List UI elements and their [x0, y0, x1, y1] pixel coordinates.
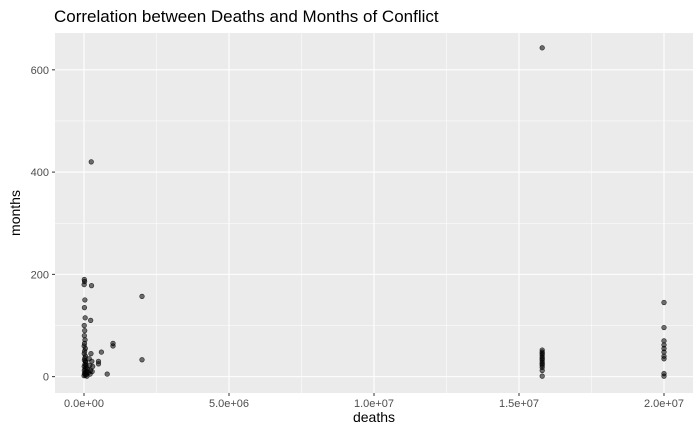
data-point: [539, 373, 545, 379]
y-tick-label: 200: [31, 269, 49, 281]
data-point: [139, 357, 145, 363]
x-tick-label: 5.0e+06: [209, 398, 249, 410]
data-point: [87, 371, 93, 377]
data-point: [82, 297, 88, 303]
data-point: [104, 371, 110, 377]
data-point: [139, 293, 145, 299]
y-axis-ticks: 0 200 400 600: [31, 65, 55, 384]
data-point: [110, 343, 116, 349]
y-tick-label: 0: [43, 372, 49, 384]
data-point: [89, 358, 95, 364]
x-tick-label: 2.0e+07: [644, 398, 684, 410]
data-point: [661, 356, 667, 362]
x-tick-label: 0.0e+00: [64, 398, 104, 410]
data-point: [95, 361, 102, 367]
data-point: [88, 351, 94, 357]
data-point: [81, 281, 87, 288]
data-point: [88, 283, 95, 289]
data-point: [661, 299, 667, 306]
x-axis-ticks: 0.0e+00 5.0e+06 1.0e+07 1.5e+07 2.0e+07: [64, 393, 684, 410]
y-axis-title: months: [7, 190, 23, 236]
x-tick-label: 1.5e+07: [499, 398, 539, 410]
data-point: [82, 328, 88, 334]
data-point: [539, 367, 545, 374]
y-tick-label: 600: [31, 65, 49, 77]
data-points: [81, 45, 667, 379]
y-tick-label: 400: [31, 167, 49, 179]
data-point: [81, 305, 88, 311]
data-point: [539, 45, 545, 51]
data-point: [81, 322, 87, 329]
chart-title: Correlation between Deaths and Months of…: [54, 7, 439, 26]
data-point: [82, 315, 88, 321]
data-point: [88, 317, 94, 323]
data-point: [661, 373, 667, 379]
data-point: [661, 324, 667, 331]
data-point: [90, 363, 96, 370]
grid-lines: [55, 33, 693, 393]
x-tick-label: 1.0e+07: [354, 398, 394, 410]
x-axis-title: deaths: [353, 409, 395, 425]
data-point: [88, 159, 94, 165]
data-point: [98, 349, 104, 355]
